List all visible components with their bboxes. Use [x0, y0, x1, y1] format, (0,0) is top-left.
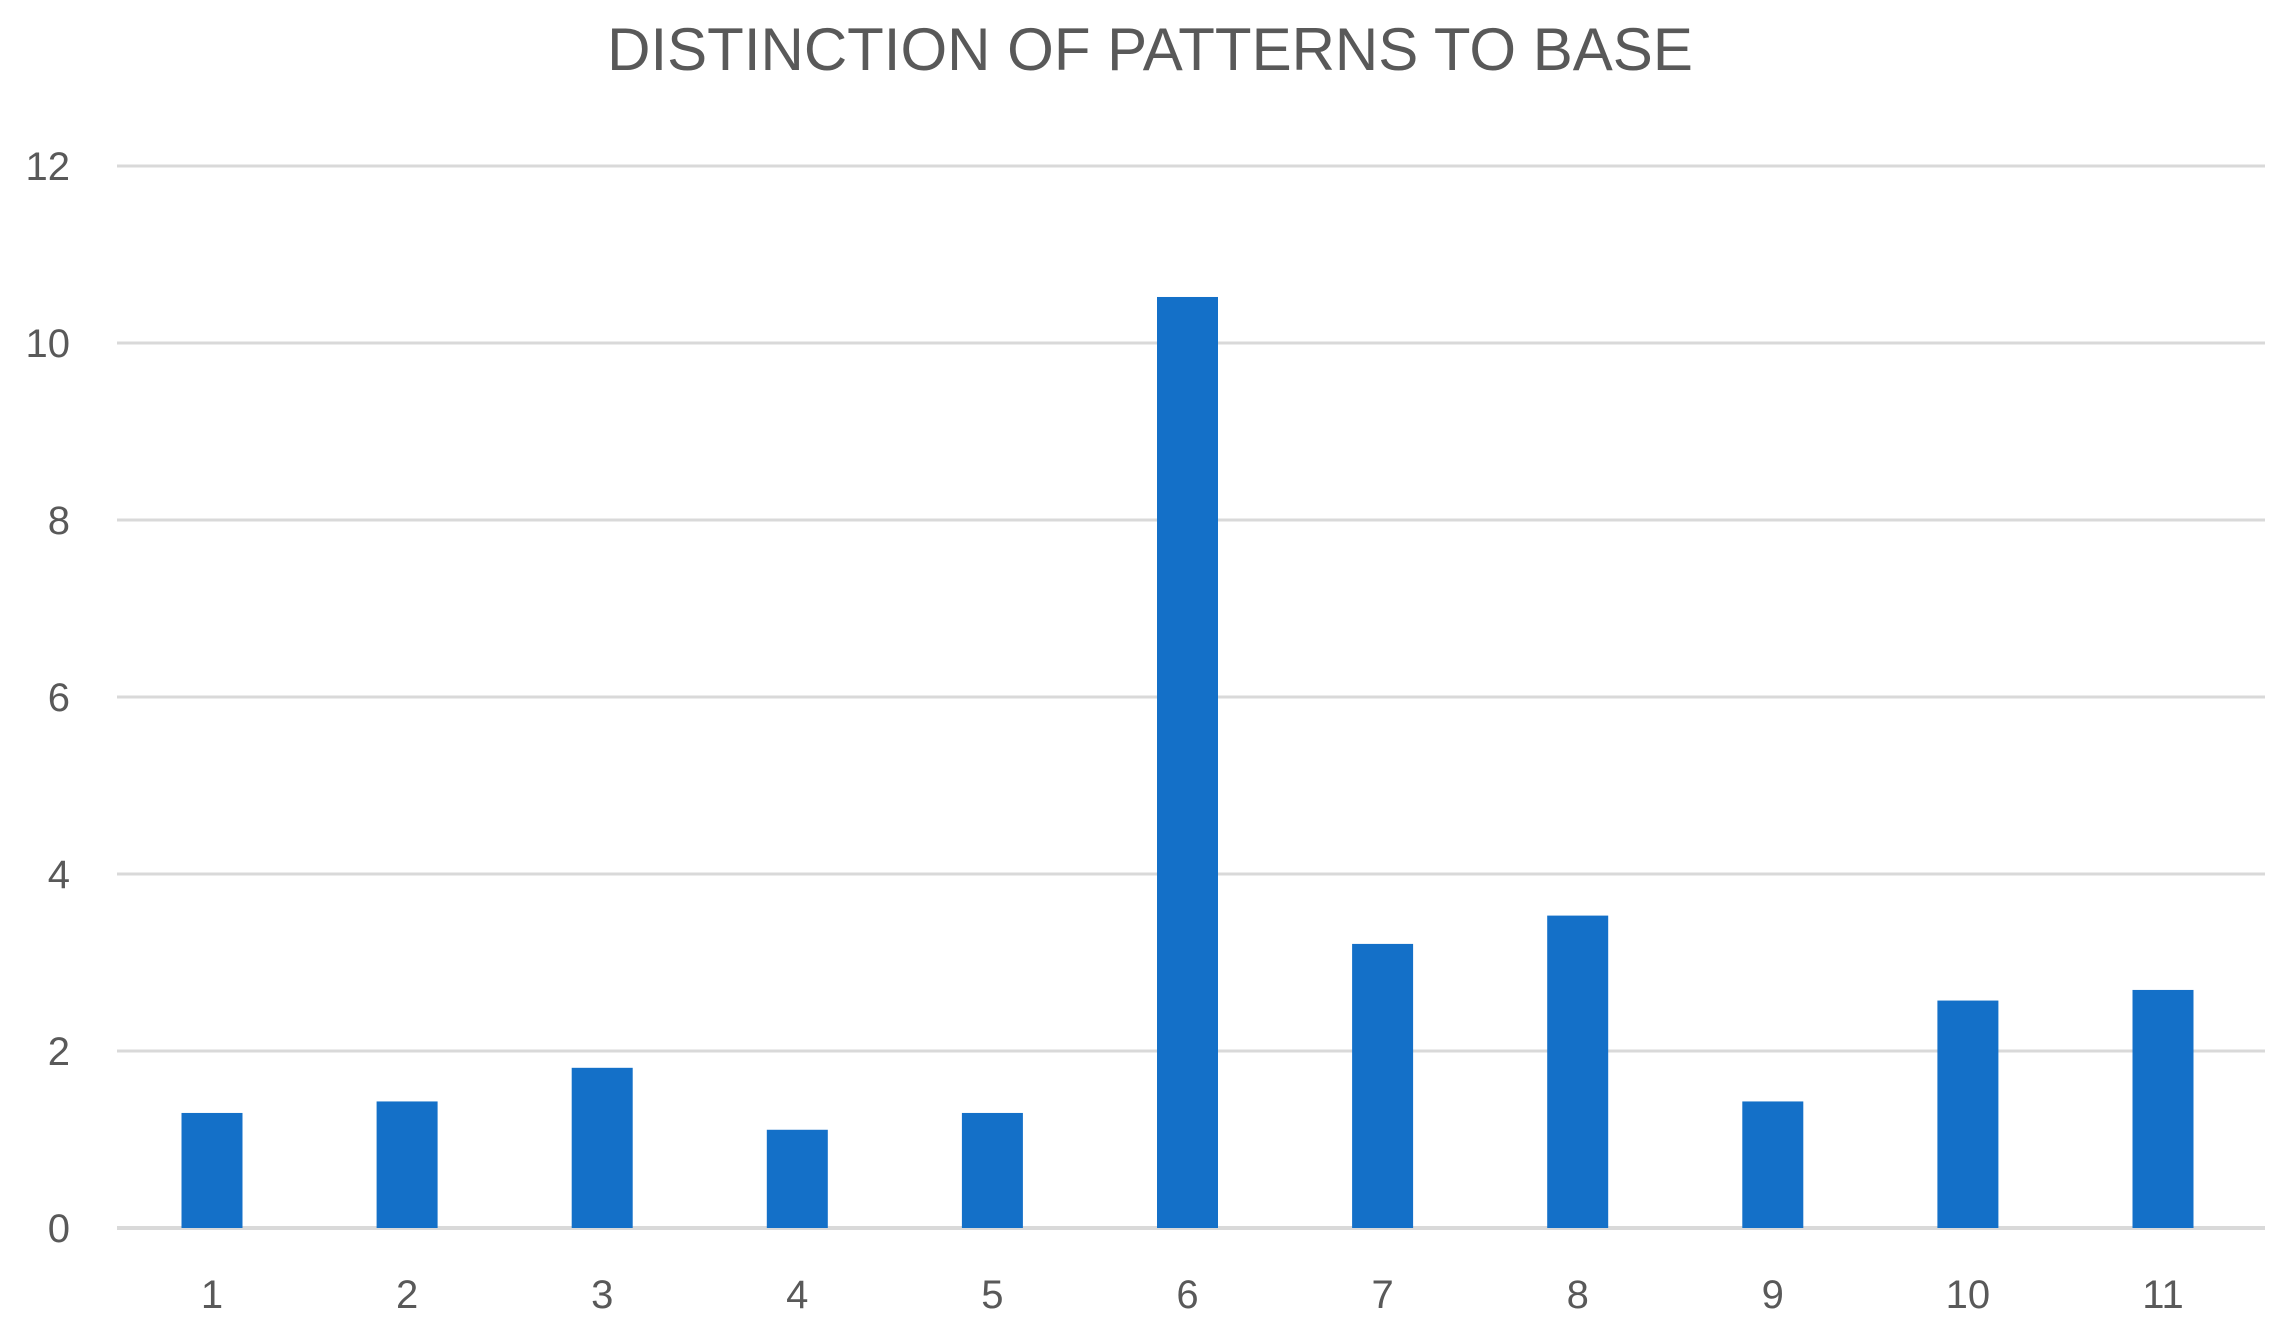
- bar-1: [181, 1112, 243, 1228]
- x-tick-label: 2: [396, 1273, 418, 1317]
- y-tick-label: 8: [48, 499, 70, 543]
- x-tick-label: 7: [1371, 1273, 1393, 1317]
- bar-11: [2132, 989, 2194, 1228]
- bar-4: [766, 1129, 828, 1228]
- x-tick-label: 3: [591, 1273, 613, 1317]
- bars: [181, 296, 2194, 1229]
- x-tick-label: 11: [2142, 1273, 2184, 1317]
- bar-5: [961, 1112, 1023, 1228]
- bar-10: [1937, 1000, 1999, 1228]
- bar-3: [571, 1067, 633, 1228]
- x-tick-label: 6: [1176, 1273, 1198, 1317]
- x-tick-label: 9: [1762, 1273, 1784, 1317]
- x-tick-label: 5: [981, 1273, 1003, 1317]
- x-tick-label: 8: [1567, 1273, 1589, 1317]
- bar-7: [1352, 943, 1414, 1228]
- bar-8: [1547, 915, 1609, 1228]
- y-tick-label: 6: [48, 676, 70, 720]
- y-tick-label: 0: [48, 1207, 70, 1251]
- x-tick-label: 4: [786, 1273, 808, 1317]
- bar-6: [1157, 296, 1218, 1229]
- y-tick-label: 2: [48, 1030, 70, 1074]
- bar-2: [376, 1101, 438, 1228]
- y-tick-label: 10: [26, 322, 71, 366]
- x-tick-label: 10: [1946, 1273, 1991, 1317]
- y-axis-ticks: 0 2 4 6 8 10 12: [26, 145, 71, 1251]
- bar-9: [1742, 1101, 1804, 1228]
- y-tick-label: 4: [48, 853, 70, 897]
- x-axis-ticks: 1 2 3 4 5 6 7 8 9 10 11: [201, 1273, 2184, 1317]
- x-tick-label: 1: [201, 1273, 223, 1317]
- y-tick-label: 12: [26, 145, 71, 189]
- chart-title: DISTINCTION OF PATTERNS TO BASE: [607, 16, 1693, 83]
